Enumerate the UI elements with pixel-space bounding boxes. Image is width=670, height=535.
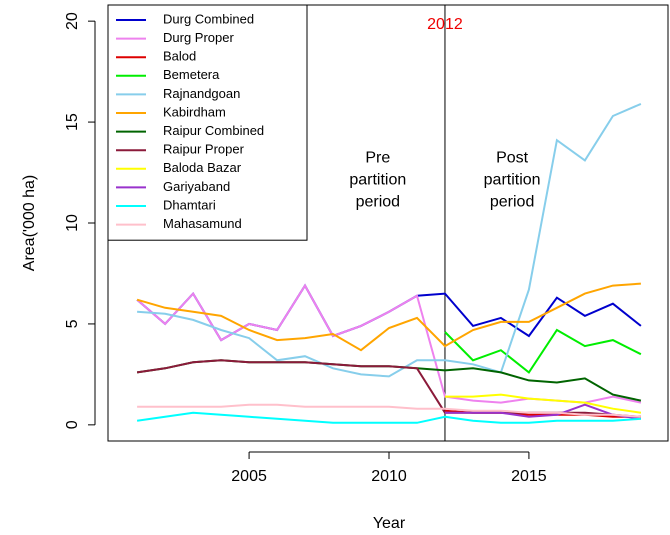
series-line bbox=[444, 328, 642, 374]
y-tick-label: 0 bbox=[64, 420, 81, 429]
legend-label: Durg Proper bbox=[163, 30, 234, 45]
partition-label: 2012 bbox=[427, 16, 463, 33]
series-line bbox=[136, 411, 641, 424]
legend-label: Rajnandgoan bbox=[163, 86, 240, 101]
series-line bbox=[445, 403, 642, 420]
x-tick-label: 2005 bbox=[231, 468, 267, 485]
y-tick-label: 5 bbox=[64, 319, 81, 328]
legend-label: Balod bbox=[163, 49, 196, 64]
x-axis-label: Year bbox=[373, 515, 406, 532]
y-tick-label: 15 bbox=[64, 113, 81, 131]
x-tick-label: 2015 bbox=[511, 468, 547, 485]
legend-label: Durg Combined bbox=[163, 11, 254, 26]
series-line bbox=[137, 102, 642, 378]
series-line bbox=[136, 282, 641, 352]
y-axis-label: Area('000 ha) bbox=[21, 175, 38, 271]
legend: Durg Combined Durg Proper Balod Bemetera Raj… bbox=[107, 4, 308, 241]
series-line bbox=[137, 403, 641, 418]
annotation: partition bbox=[349, 172, 406, 189]
x-tick-label: 2010 bbox=[371, 468, 407, 485]
annotation: Post bbox=[496, 150, 529, 167]
legend-label: Gariyaband bbox=[163, 179, 230, 194]
annotation: Pre bbox=[365, 150, 390, 167]
series-line bbox=[445, 393, 642, 414]
legend-label: Raipur Proper bbox=[163, 142, 245, 157]
legend-box bbox=[107, 4, 308, 241]
legend-label: Bemetera bbox=[163, 67, 220, 82]
y-tick-label: 20 bbox=[64, 12, 81, 30]
legend-label: Kabirdham bbox=[163, 104, 226, 119]
series-line bbox=[136, 359, 641, 418]
annotation: partition bbox=[484, 172, 541, 189]
legend-label: Dhamtari bbox=[163, 197, 216, 212]
annotation: period bbox=[356, 194, 400, 211]
legend-label: Raipur Combined bbox=[163, 123, 264, 138]
annotation: period bbox=[490, 194, 534, 211]
y-tick-label: 10 bbox=[64, 214, 81, 232]
legend-label: Mahasamund bbox=[163, 216, 242, 231]
legend-label: Baloda Bazar bbox=[163, 160, 242, 175]
